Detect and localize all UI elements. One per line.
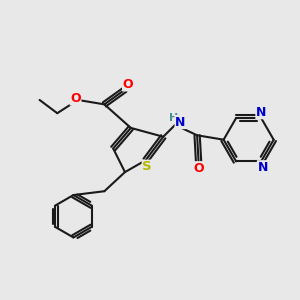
Text: N: N: [256, 106, 266, 118]
Text: O: O: [70, 92, 81, 105]
Text: O: O: [194, 162, 205, 175]
Text: H: H: [169, 113, 178, 124]
Text: N: N: [257, 161, 268, 174]
Text: O: O: [123, 78, 133, 91]
Text: N: N: [175, 116, 185, 128]
Text: S: S: [142, 160, 152, 173]
